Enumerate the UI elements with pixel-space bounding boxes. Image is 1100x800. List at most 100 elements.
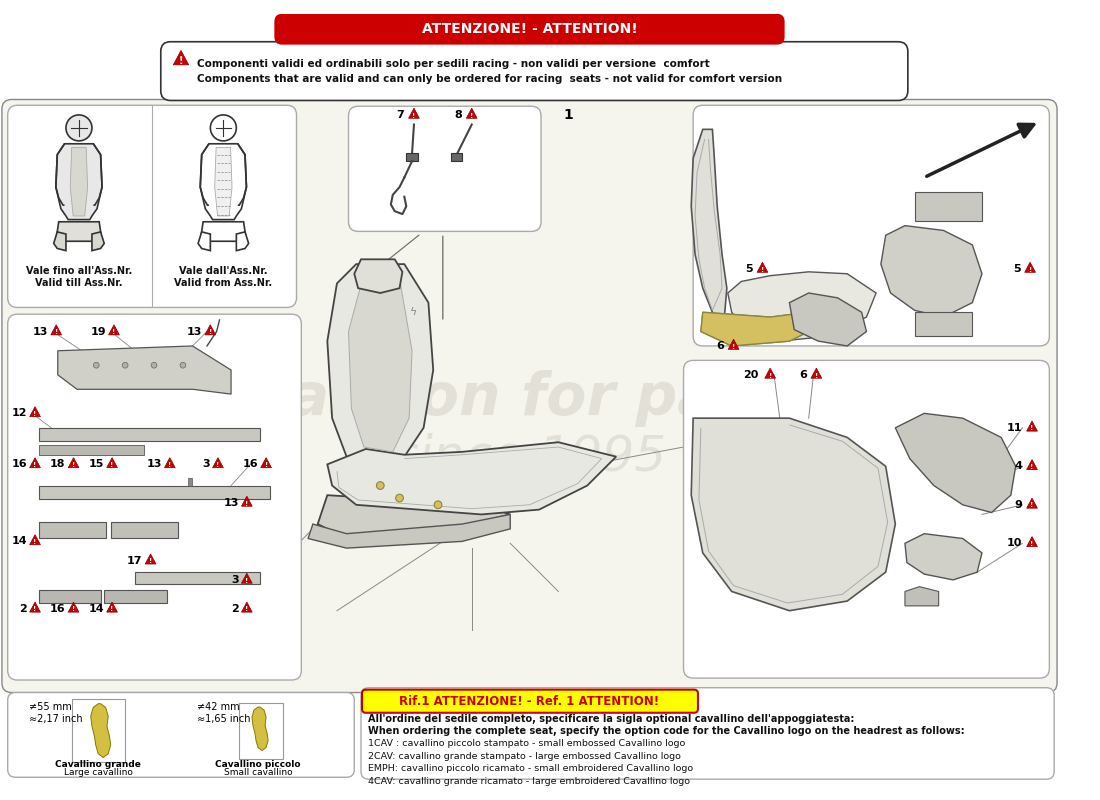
Polygon shape	[51, 325, 62, 335]
Polygon shape	[214, 147, 232, 216]
Text: Vale dall'Ass.Nr.
Valid from Ass.Nr.: Vale dall'Ass.Nr. Valid from Ass.Nr.	[174, 266, 273, 288]
Text: Passion for parts: Passion for parts	[251, 370, 808, 427]
Text: Large cavallino: Large cavallino	[64, 768, 133, 777]
Text: ϟ: ϟ	[410, 307, 418, 318]
Text: !: !	[412, 113, 416, 118]
Text: Vale fino all'Ass.Nr.
Valid till Ass.Nr.: Vale fino all'Ass.Nr. Valid till Ass.Nr.	[25, 266, 132, 288]
Polygon shape	[90, 704, 111, 758]
Polygon shape	[70, 147, 88, 216]
Text: 3: 3	[231, 575, 239, 585]
Text: !: !	[33, 411, 36, 417]
Text: 20: 20	[744, 370, 759, 380]
Text: !: !	[1031, 426, 1034, 431]
Text: !: !	[1031, 502, 1034, 509]
Polygon shape	[881, 226, 982, 317]
Polygon shape	[241, 602, 252, 612]
Polygon shape	[701, 312, 818, 346]
Polygon shape	[1025, 262, 1035, 272]
Text: !: !	[209, 329, 212, 335]
Text: 13: 13	[223, 498, 239, 508]
Polygon shape	[1026, 421, 1037, 431]
Bar	[188, 478, 191, 486]
Bar	[406, 154, 418, 161]
Text: !: !	[148, 558, 152, 564]
Text: ≈1,65 inch: ≈1,65 inch	[197, 714, 251, 725]
Text: 11: 11	[1006, 422, 1022, 433]
Text: 6: 6	[716, 341, 724, 351]
Polygon shape	[200, 222, 246, 242]
Polygon shape	[308, 514, 510, 548]
FancyBboxPatch shape	[2, 99, 1057, 693]
Text: since 1995: since 1995	[393, 433, 667, 481]
FancyBboxPatch shape	[8, 693, 354, 778]
FancyBboxPatch shape	[349, 106, 541, 231]
Text: !: !	[1028, 266, 1032, 273]
Polygon shape	[349, 274, 412, 452]
Circle shape	[94, 362, 99, 368]
Polygon shape	[164, 458, 175, 468]
Bar	[111, 522, 178, 538]
Text: !: !	[217, 462, 220, 468]
Polygon shape	[92, 232, 104, 250]
Polygon shape	[691, 418, 895, 610]
Text: 12: 12	[11, 408, 28, 418]
Polygon shape	[198, 232, 210, 250]
Polygon shape	[728, 272, 876, 341]
Text: EMPH: cavallino piccolo ricamato - small embroidered Cavallino logo: EMPH: cavallino piccolo ricamato - small…	[367, 764, 693, 773]
Text: ATTENZIONE! - ATTENTION!: ATTENZIONE! - ATTENTION!	[421, 22, 637, 36]
Polygon shape	[145, 554, 156, 564]
Text: 7: 7	[397, 110, 405, 120]
Bar	[104, 590, 166, 603]
Bar	[39, 445, 144, 454]
Text: 1: 1	[563, 108, 573, 122]
Polygon shape	[68, 458, 79, 468]
Circle shape	[376, 482, 384, 490]
Text: 2: 2	[231, 604, 239, 614]
Polygon shape	[241, 496, 252, 506]
Text: !: !	[178, 56, 184, 66]
Text: !: !	[110, 606, 113, 613]
FancyBboxPatch shape	[362, 690, 698, 713]
Polygon shape	[728, 339, 739, 350]
Text: !: !	[815, 373, 818, 378]
Text: !: !	[245, 606, 249, 613]
FancyBboxPatch shape	[8, 314, 301, 680]
Circle shape	[434, 501, 442, 509]
Text: ≠42 mm: ≠42 mm	[197, 702, 240, 712]
Polygon shape	[174, 50, 189, 65]
Polygon shape	[107, 458, 118, 468]
Text: Components that are valid and can only be ordered for racing  seats - not valid : Components that are valid and can only b…	[197, 74, 782, 84]
Text: !: !	[245, 501, 249, 506]
Polygon shape	[757, 262, 768, 272]
Polygon shape	[764, 368, 776, 378]
Text: 13: 13	[187, 326, 202, 337]
Bar	[239, 703, 283, 759]
Bar	[39, 590, 101, 603]
Bar	[73, 699, 125, 762]
Text: Cavallino grande: Cavallino grande	[55, 760, 141, 770]
Polygon shape	[811, 368, 822, 378]
Polygon shape	[354, 259, 403, 293]
Text: !: !	[1031, 541, 1034, 547]
Text: !: !	[264, 462, 267, 468]
Text: 13: 13	[33, 326, 48, 337]
Text: Small cavallino: Small cavallino	[223, 768, 293, 777]
Bar	[451, 154, 462, 161]
Bar	[39, 428, 260, 442]
Polygon shape	[200, 144, 246, 219]
FancyBboxPatch shape	[361, 688, 1054, 779]
Polygon shape	[30, 534, 41, 545]
Polygon shape	[408, 108, 419, 118]
Polygon shape	[895, 414, 1015, 513]
Polygon shape	[701, 312, 818, 346]
Text: !: !	[33, 539, 36, 545]
Text: 9: 9	[1014, 500, 1022, 510]
Text: !: !	[769, 373, 772, 378]
Text: All'ordine del sedile completo, specificare la sigla optional cavallino dell'app: All'ordine del sedile completo, specific…	[367, 714, 854, 723]
FancyBboxPatch shape	[161, 42, 908, 101]
Bar	[39, 522, 106, 538]
Circle shape	[122, 362, 128, 368]
Text: 16: 16	[11, 459, 28, 470]
Text: 8: 8	[454, 110, 462, 120]
Text: Cavallino piccolo: Cavallino piccolo	[216, 760, 300, 770]
